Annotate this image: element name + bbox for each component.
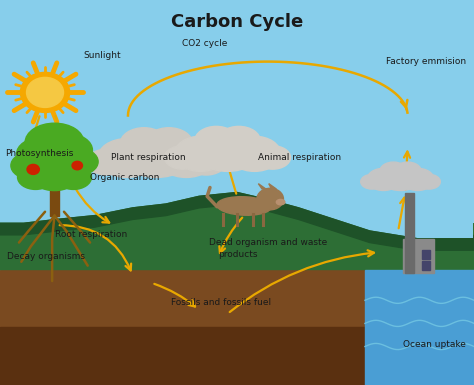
Ellipse shape [28, 149, 81, 182]
Polygon shape [0, 192, 474, 250]
Text: products: products [218, 249, 257, 259]
Text: Sunlight: Sunlight [83, 51, 120, 60]
Ellipse shape [361, 174, 383, 189]
Text: Organic carbon: Organic carbon [90, 172, 159, 182]
FancyBboxPatch shape [405, 192, 414, 273]
Ellipse shape [418, 174, 440, 189]
Circle shape [27, 164, 39, 174]
Polygon shape [0, 270, 474, 385]
Ellipse shape [276, 199, 285, 205]
Text: Animal respiration: Animal respiration [258, 153, 341, 162]
Polygon shape [269, 184, 276, 189]
FancyBboxPatch shape [422, 250, 430, 259]
Ellipse shape [379, 164, 422, 191]
Ellipse shape [45, 134, 92, 166]
FancyBboxPatch shape [403, 239, 434, 273]
Ellipse shape [195, 126, 238, 156]
Ellipse shape [380, 162, 407, 181]
Text: Fossils and fossils fuel: Fossils and fossils fuel [171, 298, 271, 307]
Polygon shape [0, 327, 474, 385]
Polygon shape [258, 184, 266, 189]
Text: Factory emmision: Factory emmision [386, 57, 466, 66]
Ellipse shape [186, 149, 226, 175]
Text: Ocean uptake: Ocean uptake [403, 340, 466, 349]
Ellipse shape [119, 131, 194, 177]
Ellipse shape [11, 152, 51, 179]
Ellipse shape [401, 168, 434, 191]
Text: Dead organism and waste: Dead organism and waste [209, 238, 327, 247]
Circle shape [257, 188, 283, 210]
Ellipse shape [228, 136, 281, 171]
FancyBboxPatch shape [422, 261, 430, 270]
Text: Carbon Cycle: Carbon Cycle [171, 13, 303, 32]
Ellipse shape [174, 136, 227, 171]
Ellipse shape [217, 197, 271, 215]
Ellipse shape [87, 149, 127, 175]
Circle shape [72, 161, 82, 170]
Circle shape [20, 72, 70, 112]
Polygon shape [365, 270, 474, 385]
Text: Plant respiration: Plant respiration [111, 153, 186, 162]
Ellipse shape [145, 128, 193, 160]
Text: Root respiration: Root respiration [55, 230, 127, 239]
Ellipse shape [367, 168, 400, 191]
Text: Photosynthesis: Photosynthesis [5, 149, 73, 159]
Ellipse shape [120, 128, 168, 160]
Ellipse shape [164, 146, 201, 169]
Circle shape [27, 77, 64, 107]
Ellipse shape [194, 129, 261, 171]
Ellipse shape [255, 146, 291, 169]
Ellipse shape [58, 148, 98, 175]
FancyBboxPatch shape [50, 177, 59, 216]
Ellipse shape [217, 126, 260, 156]
Text: CO2 cycle: CO2 cycle [182, 38, 228, 48]
Ellipse shape [394, 162, 421, 181]
Ellipse shape [157, 139, 215, 177]
Text: Decay organisms: Decay organisms [7, 251, 85, 261]
Ellipse shape [17, 138, 64, 170]
Ellipse shape [98, 139, 155, 177]
Ellipse shape [32, 164, 77, 191]
Ellipse shape [55, 165, 91, 189]
Polygon shape [0, 192, 474, 270]
Ellipse shape [18, 165, 54, 189]
Ellipse shape [25, 123, 84, 162]
